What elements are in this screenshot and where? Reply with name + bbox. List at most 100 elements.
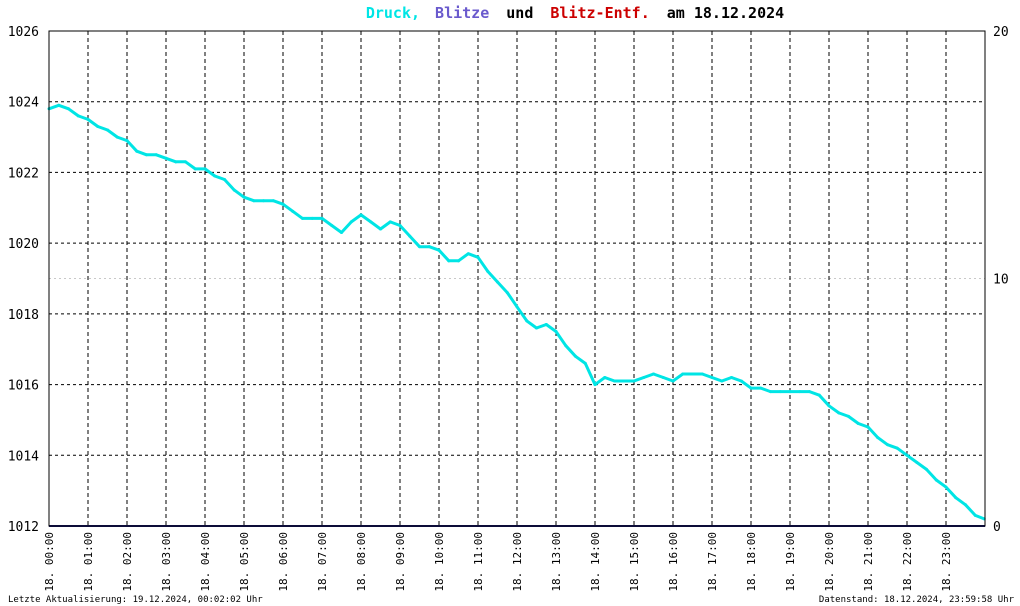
data-point [671,379,675,383]
data-point [934,478,938,482]
data-point [203,167,207,171]
data-point [798,390,802,394]
data-point [213,174,217,178]
y-tick-label: 1012 [8,520,39,535]
data-point [808,390,811,394]
data-point [944,485,948,489]
data-point [652,372,655,376]
x-tick-label: 18. 03:00 [160,532,173,592]
footer-data-state: Datenstand: 18.12.2024, 23:59:58 Uhr [819,595,1015,605]
data-point [895,446,899,450]
data-point [67,107,70,111]
x-tick-label: 18. 13:00 [550,532,563,592]
data-point [164,156,168,160]
data-point [583,361,587,365]
data-point [730,376,733,379]
x-tick-label: 18. 07:00 [316,532,329,592]
y-tick-label: 1024 [8,96,39,111]
x-tick-label: 18. 17:00 [706,532,719,592]
x-tick-label: 18. 20:00 [823,532,836,592]
data-point [154,153,158,157]
data-point [301,216,304,220]
data-point [847,414,850,418]
title-part-und: und [506,4,533,22]
data-point [574,354,577,358]
data-point [281,202,285,206]
title-part-blitze: Blitze [435,4,489,22]
data-point [856,421,860,425]
data-point [106,128,109,132]
y2-tick-label: 10 [993,273,1009,288]
data-point [232,188,236,192]
x-tick-label: 18. 04:00 [199,532,212,592]
x-tick-label: 18. 15:00 [628,532,641,592]
x-tick-label: 18. 23:00 [940,532,953,592]
data-point [476,255,480,259]
y2-axis-ticks: 0 10 20 [993,25,1009,535]
data-point [398,223,402,227]
data-point [700,372,704,376]
data-point [330,223,334,227]
data-point [964,503,967,507]
data-point [418,245,421,249]
data-point [661,376,665,379]
x-tick-label: 18. 22:00 [901,532,914,592]
data-point [369,220,373,224]
x-tick-label: 18. 19:00 [784,532,797,592]
grid [49,31,985,526]
axes [48,30,986,527]
y-tick-label: 1020 [8,237,39,252]
x-tick-label: 18. 01:00 [82,532,95,592]
data-point [973,513,977,517]
y-tick-label: 1014 [8,449,39,464]
data-point [223,178,226,181]
y-tick-label: 1026 [8,25,39,40]
y-axis-ticks: 1012 1014 1016 1018 1020 1022 1024 1026 [8,25,39,535]
data-point [759,386,763,390]
data-point [262,199,265,203]
data-point [632,379,636,383]
x-tick-label: 18. 14:00 [589,532,602,592]
data-point [340,231,343,235]
x-tick-label: 18. 18:00 [745,532,758,592]
y-tick-label: 1016 [8,379,39,394]
data-point [252,199,256,203]
data-point [320,216,324,220]
data-point [515,305,519,309]
data-point [720,379,724,383]
data-point [778,390,782,394]
data-point [486,269,490,273]
x-tick-label: 18. 16:00 [667,532,680,592]
data-point [184,160,187,164]
data-point [554,330,558,334]
data-point [535,326,538,330]
data-point [125,139,129,143]
data-point [466,252,470,256]
data-point [427,245,431,249]
x-tick-label: 18. 02:00 [121,532,134,592]
data-point [817,393,821,397]
data-point [954,496,958,500]
data-point [135,149,139,153]
data-point [359,213,363,217]
footer-last-update: Letzte Aktualisierung: 19.12.2024, 00:02… [8,595,263,605]
title-part-blitz-entf: Blitz-Entf. [550,4,649,22]
data-point [788,390,792,394]
data-point [496,280,499,284]
data-point [739,379,743,383]
x-tick-label: 18. 05:00 [238,532,251,592]
data-point [544,322,548,326]
data-point [86,117,90,121]
data-point [886,443,889,447]
data-point [749,386,753,390]
data-point [379,227,382,231]
data-point [827,404,831,408]
data-point [925,467,928,471]
data-point [388,220,392,224]
data-point [837,411,841,415]
data-point [242,195,246,199]
data-point [310,216,314,220]
y2-tick-label: 20 [993,25,1009,40]
title-part-date: am 18.12.2024 [667,4,784,22]
